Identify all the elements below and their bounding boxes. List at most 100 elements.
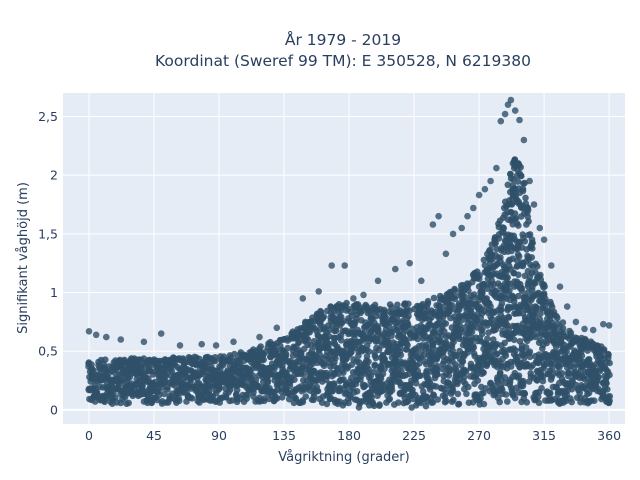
data-point [464, 212, 471, 220]
data-point [365, 366, 373, 373]
data-point [404, 321, 412, 329]
data-point [532, 333, 539, 341]
data-point [493, 164, 500, 172]
data-point [517, 164, 524, 171]
data-point [249, 372, 257, 379]
data-point [451, 287, 459, 294]
data-point [506, 286, 513, 294]
y-axis-title: Signifikant våghöjd (m) [16, 182, 31, 334]
x-tick-label: 45 [146, 428, 162, 443]
data-point [117, 336, 125, 343]
data-point [572, 318, 580, 326]
data-point [498, 306, 505, 314]
data-point [527, 370, 534, 377]
data-point [502, 352, 510, 360]
data-point [520, 234, 527, 242]
data-point [470, 344, 478, 351]
data-point [157, 330, 165, 337]
data-point [582, 337, 590, 344]
data-point [394, 301, 401, 309]
data-point [345, 399, 352, 407]
data-point [559, 319, 567, 326]
data-point [355, 404, 363, 411]
data-point [519, 377, 527, 385]
data-point [302, 393, 310, 400]
data-point [103, 333, 110, 341]
data-point [543, 339, 550, 347]
data-point [604, 386, 611, 393]
data-point [605, 399, 613, 407]
x-tick-label: 180 [337, 428, 361, 443]
data-point [379, 370, 387, 378]
data-point [353, 388, 361, 395]
data-point [282, 352, 290, 360]
data-point [372, 354, 380, 362]
data-point [501, 339, 509, 347]
data-point [379, 308, 387, 316]
data-point [487, 177, 494, 185]
data-point [511, 210, 519, 217]
data-point [212, 342, 220, 349]
data-point [515, 372, 523, 380]
data-point [442, 339, 450, 346]
data-point [261, 397, 268, 405]
data-point [541, 302, 549, 309]
data-point [463, 390, 470, 398]
data-point [446, 307, 454, 314]
data-point [418, 277, 425, 285]
data-point [537, 337, 544, 344]
data-point [404, 342, 411, 349]
data-point [395, 399, 402, 406]
data-point [510, 298, 518, 305]
data-point [360, 291, 367, 299]
data-point [426, 320, 434, 328]
data-point [429, 344, 437, 352]
data-point [420, 351, 428, 359]
data-point [488, 277, 496, 285]
data-point [540, 236, 548, 243]
data-point [511, 107, 519, 114]
data-point [230, 338, 237, 346]
x-tick-label: 225 [402, 428, 426, 443]
data-point [442, 389, 450, 397]
data-point [515, 271, 522, 279]
y-tick-label: 2,5 [38, 109, 58, 124]
data-point [554, 314, 561, 322]
data-point [461, 373, 468, 381]
data-point [371, 362, 379, 370]
data-point [449, 230, 457, 238]
data-point [375, 326, 382, 334]
data-point [176, 342, 184, 349]
data-point [92, 331, 100, 339]
data-point [504, 398, 511, 405]
data-point [496, 398, 504, 406]
data-point [363, 353, 371, 360]
data-point [480, 369, 487, 377]
data-point [454, 390, 462, 398]
data-point [198, 340, 205, 348]
data-point [484, 335, 491, 343]
data-point [125, 399, 132, 407]
data-point [565, 369, 573, 377]
data-point [521, 390, 528, 398]
data-point [529, 245, 536, 252]
data-point [498, 300, 506, 307]
data-point [492, 239, 499, 247]
data-point [504, 181, 512, 189]
data-point [430, 294, 438, 302]
data-point [85, 328, 93, 335]
y-tick-label: 0,5 [38, 344, 58, 359]
data-point [422, 402, 430, 410]
data-point [403, 398, 411, 406]
data-point [548, 303, 556, 311]
x-tick-label: 135 [272, 428, 296, 443]
data-point [536, 224, 544, 232]
data-point [340, 369, 347, 377]
data-point [392, 265, 399, 273]
data-point [341, 262, 349, 269]
data-point [502, 391, 510, 398]
data-point [505, 313, 512, 321]
data-point [412, 380, 420, 387]
data-point [529, 239, 536, 247]
data-point [537, 310, 544, 318]
